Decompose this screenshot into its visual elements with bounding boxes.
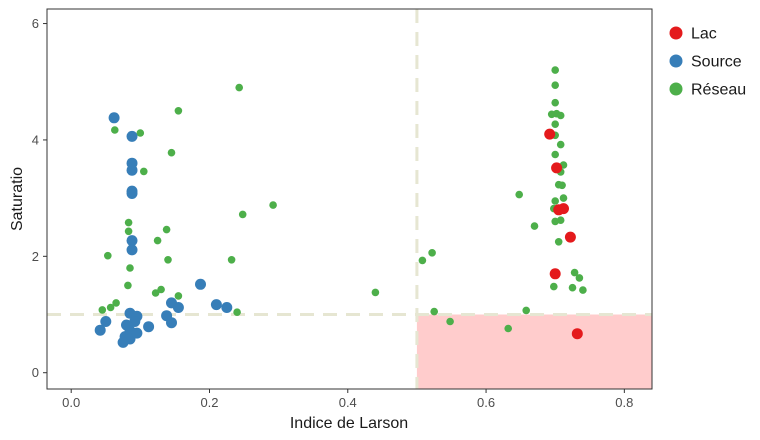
source-point — [100, 316, 112, 327]
source-point — [210, 299, 222, 311]
reseau-point — [162, 225, 171, 234]
y-axis-title: Saturatio — [9, 167, 26, 231]
reseau-point — [104, 251, 112, 260]
reseau-point — [504, 324, 512, 333]
y-tick-label: 6 — [32, 16, 39, 31]
reseau-point — [124, 218, 133, 227]
x-tick-label: 0.4 — [339, 395, 357, 410]
source-point — [126, 188, 138, 199]
reseau-point — [140, 167, 148, 176]
source-point — [166, 317, 177, 329]
reseau-point — [446, 317, 454, 326]
reseau-point — [575, 274, 584, 282]
reseau-point — [551, 150, 559, 159]
reseau-point — [136, 129, 145, 137]
reseau-point — [112, 299, 120, 307]
reseau-point — [157, 285, 165, 294]
lac-point — [564, 231, 576, 243]
reseau-point — [554, 238, 563, 246]
y-axis: 0 2 4 6 — [32, 16, 47, 380]
reseau-point — [227, 255, 236, 264]
reseau-point — [111, 126, 119, 134]
lac-point — [549, 268, 561, 280]
reseau-point — [551, 66, 559, 74]
x-tick-label: 0.0 — [62, 395, 80, 410]
reseau-point — [551, 98, 559, 107]
x-axis-title: Indice de Larson — [290, 415, 408, 432]
lac-point — [558, 203, 569, 215]
x-tick-label: 0.6 — [477, 395, 495, 410]
x-axis: 0.0 0.2 0.4 0.6 0.8 — [62, 389, 633, 410]
source-point — [108, 112, 120, 124]
reseau-point — [558, 181, 566, 190]
legend-swatch-source — [669, 54, 683, 68]
reseau-point — [167, 148, 176, 157]
lac-point — [544, 128, 556, 140]
source-point — [126, 235, 138, 247]
source-point — [117, 336, 129, 348]
reseau-point — [174, 292, 183, 300]
source-point — [195, 278, 206, 290]
reseau-point — [238, 210, 247, 219]
reseau-point — [124, 227, 133, 236]
reseau-point — [551, 120, 559, 128]
source-point — [129, 316, 141, 327]
reseau-point — [233, 308, 241, 317]
shaded-region — [416, 314, 652, 389]
reseau-point — [522, 306, 530, 315]
reseau-point — [106, 303, 115, 312]
source-point — [172, 302, 184, 313]
reseau-point — [550, 282, 558, 291]
reseau-point — [559, 194, 568, 202]
reseau-point — [269, 201, 277, 209]
legend-label-source: Source — [691, 54, 742, 71]
source-point — [126, 164, 138, 176]
reseau-point — [174, 107, 183, 115]
source-point — [126, 244, 138, 256]
source-point — [143, 321, 155, 333]
reseau-point — [530, 222, 539, 230]
reseau-point — [428, 249, 436, 257]
reseau-point — [418, 256, 427, 265]
source-point — [131, 327, 143, 339]
reseau-point — [124, 281, 132, 290]
reseau-point — [151, 289, 160, 297]
reseau-point — [568, 283, 577, 292]
reseau-point — [235, 83, 243, 92]
reseau-point — [98, 306, 107, 314]
reseau-point — [371, 288, 380, 297]
lac-point — [571, 328, 583, 340]
reseau-point — [551, 81, 559, 89]
source-point — [126, 130, 138, 142]
reseau-point — [579, 286, 587, 294]
reseau-point — [126, 264, 134, 272]
reseau-point — [430, 307, 439, 316]
legend: Lac Source Réseau — [669, 26, 746, 99]
reseau-point — [551, 217, 559, 226]
plot-border — [46, 8, 653, 390]
source-point — [94, 324, 106, 336]
legend-label-lac: Lac — [691, 26, 717, 43]
y-tick-label: 0 — [32, 365, 39, 380]
plot-area — [46, 8, 653, 390]
legend-swatch-lac — [669, 26, 683, 40]
reseau-point — [153, 236, 162, 245]
legend-label-reseau: Réseau — [691, 82, 746, 99]
reseau-point — [551, 197, 559, 205]
reseau-point — [515, 190, 523, 199]
reseau-point — [556, 111, 565, 120]
x-tick-label: 0.8 — [615, 395, 633, 410]
source-point — [221, 302, 233, 313]
y-tick-label: 4 — [32, 132, 39, 147]
reseau-point — [556, 140, 565, 149]
data-points — [94, 66, 587, 348]
lac-point — [551, 162, 563, 174]
x-tick-label: 0.2 — [200, 395, 218, 410]
y-tick-label: 2 — [32, 249, 39, 264]
reseau-point — [164, 255, 172, 264]
legend-swatch-reseau — [669, 82, 683, 96]
reseau-point — [570, 268, 579, 277]
